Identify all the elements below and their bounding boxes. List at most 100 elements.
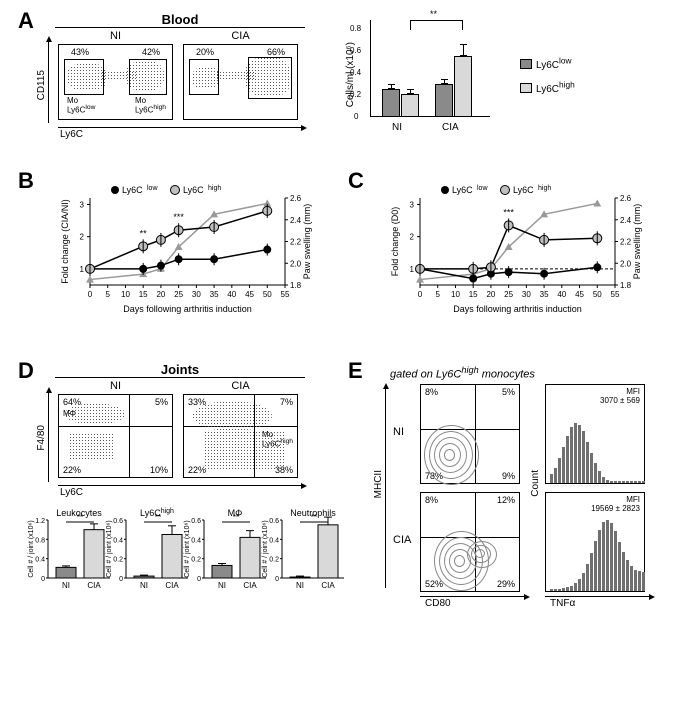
svg-text:5: 5 — [436, 290, 441, 299]
svg-text:***: *** — [173, 212, 184, 222]
svg-text:0.4: 0.4 — [191, 537, 201, 544]
svg-text:55: 55 — [281, 290, 290, 299]
ly6c-arrow-a — [58, 127, 302, 128]
d-cia-scat2 — [204, 431, 284, 469]
gate-cia-right — [248, 57, 292, 99]
svg-text:CIA: CIA — [243, 581, 257, 590]
panel-a-title: Blood — [55, 12, 305, 27]
svg-text:high: high — [538, 185, 551, 192]
d-cia-scat1 — [192, 401, 272, 431]
cd80-label: CD80 — [425, 598, 451, 609]
gate-cia-left — [189, 59, 219, 95]
svg-text:low: low — [477, 185, 488, 192]
bar-a-yaxis-line — [370, 20, 371, 117]
svg-text:2.4: 2.4 — [290, 216, 302, 225]
line-chart-c: 1231.82.02.22.42.60510152025303540455055… — [390, 180, 645, 315]
d-ni-q3: 22% — [63, 465, 81, 475]
panel-e-title: gated on Ly6Chigh monocytes — [390, 365, 535, 381]
err-ni-low — [391, 84, 392, 89]
d-ni-title: NI — [58, 380, 173, 392]
gate-ni-left — [64, 59, 104, 95]
panel-d-rule — [55, 377, 305, 378]
legend-a: Ly6Clow Ly6Chigh — [520, 55, 575, 97]
err-ni-high — [410, 89, 411, 94]
svg-text:NI: NI — [218, 581, 226, 590]
panel-a-rule — [55, 27, 305, 28]
svg-text:0: 0 — [88, 290, 93, 299]
svg-text:Fold change (D0): Fold change (D0) — [390, 207, 400, 277]
svg-text:40: 40 — [557, 290, 566, 299]
line-chart-b: 1231.82.02.22.42.60510152025303540455055… — [60, 180, 315, 315]
facs-plot-ni: 43% 42% MoLy6Clow MoLy6Chigh — [58, 44, 173, 120]
svg-text:Cell # / joint (x10⁶): Cell # / joint (x10⁶) — [106, 520, 113, 577]
panel-a-label: A — [18, 8, 34, 34]
panel-a-xaxis: Ly6C — [60, 129, 83, 140]
svg-text:45: 45 — [575, 290, 584, 299]
bar-cia-high — [454, 56, 472, 117]
cia-right-pct: 66% — [267, 47, 285, 57]
svg-text:50: 50 — [263, 290, 272, 299]
panel-d-label: D — [18, 358, 34, 384]
bar-ni-low — [382, 89, 400, 117]
svg-text:CIA: CIA — [165, 581, 179, 590]
svg-text:Ly6C: Ly6C — [513, 185, 534, 195]
svg-text:1: 1 — [80, 265, 85, 274]
svg-text:**: ** — [155, 513, 161, 522]
svg-text:2.0: 2.0 — [290, 259, 302, 268]
svg-text:2.2: 2.2 — [290, 238, 302, 247]
svg-text:Days following arthritis induc: Days following arthritis induction — [453, 304, 582, 314]
d-ni-vline — [129, 395, 130, 477]
svg-text:low: low — [147, 185, 158, 192]
svg-text:Ly6C: Ly6C — [122, 185, 143, 195]
panel-a-yaxis: CD115 — [36, 70, 47, 100]
svg-text:0.6: 0.6 — [269, 518, 279, 525]
svg-text:0: 0 — [119, 576, 123, 583]
legend-low: Ly6Clow — [520, 55, 575, 73]
bar-a-x-cia: CIA — [442, 122, 459, 133]
svg-text:0.4: 0.4 — [113, 537, 123, 544]
panel-c-label: C — [348, 168, 364, 194]
d-ni-scat2 — [69, 433, 114, 459]
svg-text:0.4: 0.4 — [35, 557, 45, 564]
svg-text:CIA: CIA — [321, 581, 335, 590]
panel-b-label: B — [18, 168, 34, 194]
svg-text:0.4: 0.4 — [269, 537, 279, 544]
plot-ni-title: NI — [58, 30, 173, 42]
svg-text:40: 40 — [227, 290, 236, 299]
svg-text:2.6: 2.6 — [290, 194, 302, 203]
legend-high: Ly6Chigh — [520, 79, 575, 97]
ytick1: 0.2 — [350, 90, 361, 99]
svg-text:0: 0 — [41, 576, 45, 583]
svg-text:30: 30 — [522, 290, 531, 299]
tnf-arrow — [545, 596, 650, 597]
d-ni-hline — [59, 426, 172, 427]
gate-ni-right — [129, 59, 167, 95]
svg-text:high: high — [208, 185, 221, 192]
svg-text:0: 0 — [418, 290, 423, 299]
d-ni-q2: 5% — [155, 397, 168, 407]
facs-d-ni: 64% 5% 22% 10% MΦ — [58, 394, 173, 478]
svg-text:1: 1 — [410, 265, 415, 274]
legend-low-swatch — [520, 59, 532, 69]
svg-text:0.2: 0.2 — [269, 557, 279, 564]
svg-text:45: 45 — [245, 290, 254, 299]
svg-text:1.8: 1.8 — [620, 281, 632, 290]
panel-d-yaxis: F4/80 — [36, 425, 47, 451]
svg-text:**: ** — [77, 513, 83, 522]
svg-text:0.2: 0.2 — [113, 557, 123, 564]
ytick0: 0 — [354, 112, 358, 121]
svg-text:2.6: 2.6 — [620, 194, 632, 203]
sig-mark: ** — [430, 9, 437, 19]
panel-d-bars: Leukocytes00.40.81.2NICIA**Cell # / join… — [30, 508, 340, 603]
mhc-arrow — [385, 388, 386, 588]
ni-left-pct: 43% — [71, 47, 89, 57]
svg-text:Days following arthritis induc: Days following arthritis induction — [123, 304, 252, 314]
svg-text:NI: NI — [62, 581, 70, 590]
count-label: Count — [530, 470, 541, 497]
d-cia-q2: 7% — [280, 397, 293, 407]
svg-text:**: ** — [140, 228, 148, 238]
svg-text:NI: NI — [296, 581, 304, 590]
d-cia-title: CIA — [183, 380, 298, 392]
ni-right-pct: 42% — [142, 47, 160, 57]
svg-text:35: 35 — [540, 290, 549, 299]
